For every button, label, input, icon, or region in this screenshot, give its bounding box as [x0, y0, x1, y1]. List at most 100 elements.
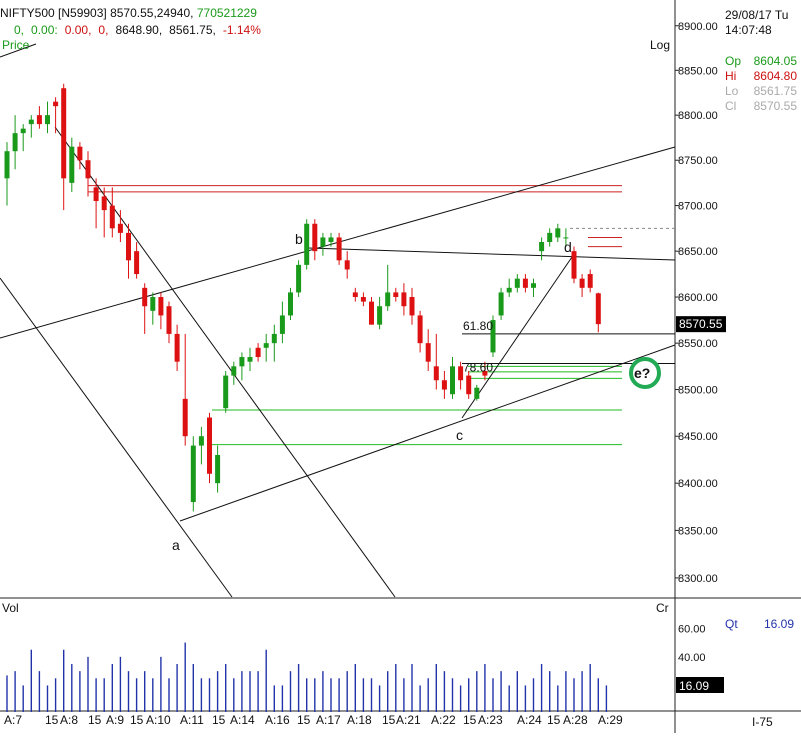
candle-body: [117, 223, 123, 233]
candle-body: [579, 278, 585, 288]
x-tick-label: 15: [130, 713, 144, 727]
y-tick-label: 8300.00: [678, 573, 718, 585]
change-segment: 0,: [98, 23, 109, 37]
change-segment: 8561.75,: [169, 23, 216, 37]
volume-tick-label: 60.00: [678, 623, 706, 635]
wave-label: e?: [634, 365, 650, 381]
y-tick-label: 8400.00: [678, 478, 718, 490]
qt-label: Qt: [725, 617, 738, 631]
change-line: 0, 0.00: 0.00, 0, 8648.90, 8561.75, -1.14%: [14, 23, 268, 37]
candle-body: [417, 315, 423, 344]
candle-body: [490, 320, 496, 353]
volume-badge-box: [676, 677, 724, 693]
y-tick-label: 8650.00: [678, 246, 718, 258]
x-tick-label: A:23: [478, 713, 503, 727]
candle-body: [279, 315, 285, 334]
candle-body: [514, 278, 520, 288]
candle-body: [498, 292, 504, 316]
ohlc-label: Op: [725, 54, 742, 68]
candle-body: [255, 347, 261, 358]
candle-body: [215, 454, 221, 484]
qt-value: 16.09: [764, 617, 795, 631]
candle-body: [247, 357, 253, 362]
trend-line: [54, 126, 396, 598]
candle-body: [369, 301, 374, 325]
candle-body: [539, 242, 545, 252]
ohlc-value: 8570.55: [753, 99, 797, 113]
ohlc-value: 8604.05: [753, 54, 797, 68]
x-tick-label: 15: [463, 713, 477, 727]
candle-body: [93, 187, 99, 202]
candle-body: [587, 274, 593, 288]
ohlc-value: 8604.80: [753, 69, 797, 83]
candle-body: [401, 292, 407, 307]
candle-body: [190, 445, 196, 503]
candle-body: [12, 133, 18, 152]
ohlc-row: Cl 8570.55: [725, 99, 797, 114]
change-segment: 0,: [14, 23, 25, 37]
candle-body: [522, 278, 528, 288]
candle-body: [36, 115, 42, 125]
volume-label: Vol: [2, 601, 19, 615]
x-tick-label: A:28: [563, 713, 588, 727]
candle-body: [28, 119, 34, 125]
candle-body: [126, 232, 131, 261]
candle-body: [223, 375, 229, 409]
trend-line: [461, 256, 573, 419]
candle-body: [555, 228, 561, 238]
volume-badge: 16.09: [679, 679, 710, 693]
candle-body: [231, 366, 237, 376]
x-tick-label: A:11: [180, 713, 204, 727]
candle-body: [450, 366, 455, 395]
x-tick-label: A:18: [347, 713, 372, 727]
x-tick-label: 15: [382, 713, 396, 727]
candle-body: [288, 292, 293, 316]
candle-body: [385, 292, 391, 307]
change-segment: 0.00,: [64, 23, 92, 37]
candle-body: [441, 380, 447, 390]
candle-body: [336, 237, 342, 261]
candle-body: [77, 146, 83, 161]
candle-body: [409, 297, 415, 316]
indicator-corner-label: I-75: [752, 715, 773, 729]
x-tick-label: 15: [88, 713, 102, 727]
candle-body: [296, 264, 302, 293]
x-tick-label: A:7: [4, 713, 22, 727]
candle-body: [425, 343, 431, 362]
y-tick-label: 8350.00: [678, 525, 718, 537]
last-price-label: 8570.55: [679, 317, 723, 332]
candle-body: [563, 237, 569, 239]
oi-readout: 770521229: [196, 6, 257, 20]
y-tick-label: 8900.00: [678, 21, 718, 33]
candle-body: [85, 160, 91, 179]
candle-body: [4, 151, 10, 179]
candle-body: [166, 306, 172, 334]
x-tick-label: 15: [45, 713, 59, 727]
x-tick-label: 15: [297, 713, 311, 727]
x-tick-label: A:10: [146, 713, 171, 727]
candle-body: [61, 88, 67, 179]
y-tick-label: 8800.00: [678, 110, 718, 122]
x-tick-label: A:8: [60, 713, 78, 727]
candle-body: [142, 287, 148, 307]
ohlc-label: Hi: [725, 69, 737, 83]
x-tick-label: A:14: [230, 713, 255, 727]
candle-body: [433, 366, 439, 381]
candle-body: [198, 436, 204, 446]
candle-body: [263, 343, 269, 348]
ohlc-row: Op 8604.05: [725, 54, 797, 69]
y-tick-label: 8600.00: [678, 292, 718, 304]
candle-body: [466, 375, 472, 395]
candle-body: [69, 146, 75, 183]
candle-body: [158, 297, 164, 316]
fib-label: 78.60: [463, 361, 493, 375]
candle-body: [239, 357, 245, 367]
candle-body: [174, 333, 180, 362]
volume-tick-label: 40.00: [678, 652, 706, 664]
candle-body: [547, 232, 553, 243]
last-price-box: [676, 316, 726, 333]
candle-body: [595, 293, 601, 325]
candle-body: [207, 417, 212, 474]
x-tick-label: A:24: [517, 713, 542, 727]
